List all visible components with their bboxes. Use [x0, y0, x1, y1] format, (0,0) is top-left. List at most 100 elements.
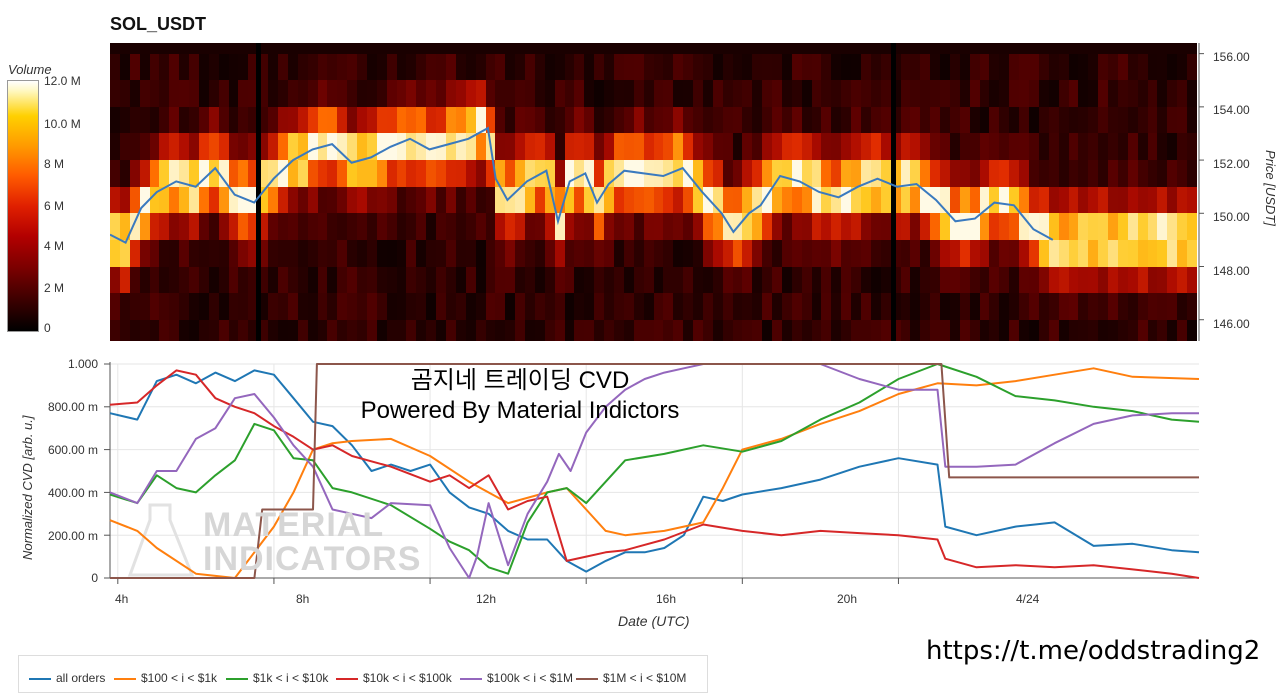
heatmap-cell [574, 266, 585, 295]
heatmap-cell [337, 80, 348, 108]
heatmap-cell [534, 239, 546, 268]
heatmap-cell [762, 160, 773, 188]
heatmap-cell [742, 266, 753, 295]
heatmap-cell [781, 133, 793, 162]
heatmap-cell [683, 213, 694, 241]
heatmap-cell [485, 293, 496, 321]
heatmap-cell [347, 160, 358, 188]
heatmap-cell [189, 186, 200, 215]
heatmap-cell [653, 319, 664, 341]
heatmap-cell [1078, 319, 1089, 341]
heatmap-cell [198, 106, 210, 135]
heatmap-cell [1117, 53, 1129, 82]
heatmap-cell [900, 293, 911, 321]
heatmap-cell [238, 293, 249, 321]
heatmap-cell [1177, 133, 1188, 162]
heatmap-cell [1147, 186, 1159, 215]
heatmap-cell [218, 106, 230, 135]
heatmap-cell [1108, 213, 1119, 241]
heatmap-cell [534, 319, 546, 341]
heatmap-cell [1098, 319, 1109, 341]
heatmap-cell [505, 160, 516, 188]
heatmap-cell [574, 160, 585, 188]
heatmap-cell [327, 213, 338, 241]
heatmap-cell [525, 133, 536, 162]
heatmap-cell [386, 53, 398, 82]
heatmap-cell [258, 266, 269, 295]
heatmap-cell [416, 80, 427, 108]
heatmap-cell [495, 266, 506, 295]
heatmap-cell [1187, 160, 1197, 188]
heatmap-cell [376, 106, 388, 135]
heatmap-cell [841, 80, 852, 108]
heatmap-cell [366, 186, 378, 215]
legend-item[interactable]: all orders [29, 671, 105, 685]
heatmap-cell [426, 106, 437, 135]
heatmap-cell [762, 106, 773, 135]
heatmap-cell [702, 266, 714, 295]
heatmap-cell [663, 186, 674, 215]
heatmap-cell [475, 239, 487, 268]
legend-item[interactable]: $1M < i < $10M [576, 671, 686, 685]
heatmap-cell [1088, 266, 1099, 295]
legend-label: $100 < i < $1k [141, 671, 218, 685]
heatmap-cell [337, 186, 348, 215]
heatmap-cell [752, 53, 763, 82]
heatmap-cell [119, 80, 131, 108]
heatmap-cell [732, 293, 744, 321]
heatmap-cell [277, 53, 289, 82]
heatmap-cell [949, 160, 961, 188]
heatmap-cell [159, 239, 170, 268]
heatmap-cell [1019, 266, 1030, 295]
heatmap-cell [129, 160, 141, 188]
heatmap-cell [999, 53, 1010, 82]
heatmap-cell [979, 293, 991, 321]
heatmap-cell [1127, 160, 1139, 188]
heatmap-cell [851, 186, 862, 215]
heatmap-cell [238, 213, 249, 241]
heatmap-cell [169, 133, 180, 162]
heatmap-cell [189, 160, 200, 188]
heatmap-cell [633, 106, 645, 135]
heatmap-cell [693, 266, 704, 295]
heatmap-cell [1078, 160, 1089, 188]
heatmap-cell [525, 293, 536, 321]
heatmap-cell [198, 186, 210, 215]
heatmap-cell [396, 213, 408, 241]
heatmap-cell [574, 53, 585, 82]
heatmap-cell [238, 266, 249, 295]
heatmap-cell [1177, 106, 1188, 135]
heatmap-cell [693, 186, 704, 215]
heatmap-cell [1019, 186, 1030, 215]
heatmap-cell [781, 319, 793, 341]
legend-item[interactable]: $1k < i < $10k [226, 671, 328, 685]
legend-item[interactable]: $100 < i < $1k [114, 671, 217, 685]
heatmap-cell [851, 293, 862, 321]
heatmap-cell [485, 213, 496, 241]
legend: all orders $100 < i < $1k $1k < i < $10k… [18, 655, 708, 693]
legend-item[interactable]: $10k < i < $100k [336, 671, 452, 685]
heatmap-cell [366, 160, 378, 188]
heatmap-cell [1127, 106, 1139, 135]
heatmap-cell [811, 80, 823, 108]
heatmap-cell [1019, 53, 1030, 82]
legend-item[interactable]: $100k < i < $1M [460, 671, 573, 685]
heatmap-cell [1088, 80, 1099, 108]
heatmap-cell [1167, 213, 1178, 241]
heatmap-cell [238, 160, 249, 188]
heatmap-cell [1177, 53, 1188, 82]
heatmap-cell [357, 53, 368, 82]
heatmap-cell [633, 186, 645, 215]
heatmap-cell [574, 80, 585, 108]
heatmap-cell [1167, 53, 1178, 82]
heatmap-cell [870, 133, 882, 162]
heatmap-cell [1058, 80, 1070, 108]
heatmap-cell [1038, 266, 1050, 295]
heatmap-cell [1068, 106, 1079, 135]
heatmap-cell [495, 293, 506, 321]
telegram-link[interactable]: https://t.me/oddstrading2 [926, 636, 1261, 666]
heatmap-cell [574, 239, 585, 268]
heatmap-cell [969, 239, 981, 268]
heatmap-cell [742, 293, 753, 321]
heatmap-cell [366, 106, 378, 135]
